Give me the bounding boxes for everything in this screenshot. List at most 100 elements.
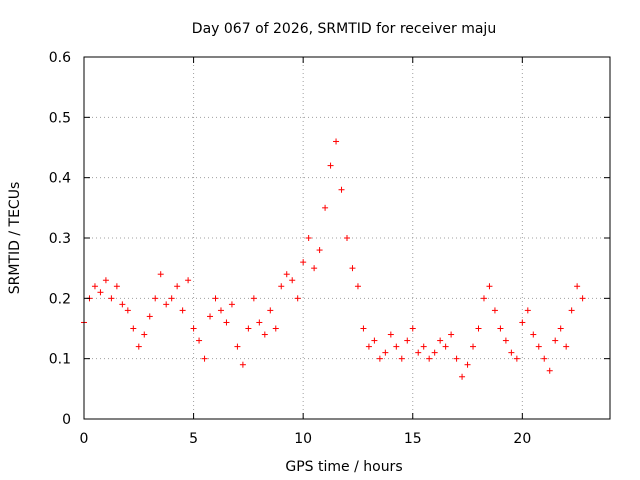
data-point (563, 343, 570, 350)
data-point (157, 271, 164, 278)
data-point (349, 265, 356, 272)
data-point (557, 325, 564, 332)
data-point (228, 301, 235, 308)
data-point (360, 325, 367, 332)
data-point (135, 343, 142, 350)
data-point (168, 295, 175, 302)
data-point (448, 331, 455, 338)
data-point (502, 337, 509, 344)
data-point (491, 307, 498, 314)
data-point (568, 307, 575, 314)
data-point (250, 295, 257, 302)
data-point (354, 283, 361, 290)
data-point (239, 361, 246, 368)
x-tick-label: 10 (294, 431, 312, 447)
data-point (256, 319, 263, 326)
y-tick-label: 0 (62, 412, 71, 428)
data-point (574, 283, 581, 290)
data-point (426, 355, 433, 362)
data-point (365, 343, 372, 350)
data-point (223, 319, 230, 326)
data-point (102, 277, 109, 284)
data-point (382, 349, 389, 356)
data-point (113, 283, 120, 290)
data-point (338, 186, 345, 193)
y-tick-label: 0.5 (49, 110, 71, 126)
data-point (541, 355, 548, 362)
data-point (316, 247, 323, 254)
data-point (261, 331, 268, 338)
data-point (420, 343, 427, 350)
data-point (163, 301, 170, 308)
y-tick-label: 0.2 (49, 291, 71, 307)
data-point (409, 325, 416, 332)
data-point (431, 349, 438, 356)
data-point (179, 307, 186, 314)
grid-layer (84, 57, 610, 419)
data-point (212, 295, 219, 302)
data-point (398, 355, 405, 362)
data-point (174, 283, 181, 290)
data-point (234, 343, 241, 350)
data-point (376, 355, 383, 362)
x-tick-label: 15 (404, 431, 422, 447)
data-point (305, 235, 312, 241)
x-tick-label: 0 (80, 431, 89, 447)
data-point (322, 204, 329, 211)
y-tick-label: 0.3 (49, 231, 71, 247)
x-tick-label: 5 (189, 431, 198, 447)
data-point (519, 319, 526, 326)
data-point (327, 162, 334, 169)
data-point (245, 325, 252, 332)
data-point (497, 325, 504, 332)
chart-title: Day 067 of 2026, SRMTID for receiver maj… (192, 21, 496, 37)
x-tick-label: 20 (513, 431, 531, 447)
data-point (475, 325, 482, 332)
data-point (387, 331, 394, 338)
y-tick-label: 0.1 (49, 352, 71, 368)
data-point (524, 307, 531, 314)
data-point (415, 349, 422, 356)
data-point (108, 295, 115, 302)
data-point (344, 235, 350, 241)
data-point (333, 138, 340, 145)
data-point (546, 367, 553, 374)
data-point (196, 337, 203, 344)
data-point (393, 343, 400, 350)
data-point (152, 295, 159, 302)
data-point (185, 277, 192, 284)
data-point (283, 271, 290, 278)
data-point (579, 295, 586, 302)
data-point (404, 337, 411, 344)
data-point (294, 295, 301, 302)
data-point (272, 325, 279, 332)
data-points (81, 138, 586, 380)
data-point (371, 337, 378, 344)
data-point (91, 283, 98, 290)
data-point (124, 307, 131, 314)
data-point (190, 325, 197, 332)
data-point (459, 373, 466, 380)
axis-ticks: 0 0.1 0.2 0.3 0.4 0.5 0.6 0 5 10 15 20 (49, 50, 610, 447)
data-point (130, 325, 137, 332)
data-point (300, 259, 307, 266)
data-point (480, 295, 487, 302)
data-point (442, 343, 449, 350)
data-point (311, 265, 318, 272)
y-tick-label: 0.4 (49, 171, 71, 187)
data-point (141, 331, 148, 338)
data-point (97, 289, 104, 296)
x-axis-label: GPS time / hours (285, 459, 402, 475)
y-tick-label: 0.6 (49, 50, 71, 66)
data-point (207, 313, 214, 320)
data-point (486, 283, 493, 290)
data-point (201, 355, 208, 362)
data-point (119, 301, 126, 308)
data-point (146, 313, 153, 320)
data-point (217, 307, 224, 314)
data-point (464, 361, 471, 368)
y-axis-label: SRMTID / TECUs (7, 182, 23, 295)
data-point (267, 307, 274, 314)
data-point (508, 349, 515, 356)
